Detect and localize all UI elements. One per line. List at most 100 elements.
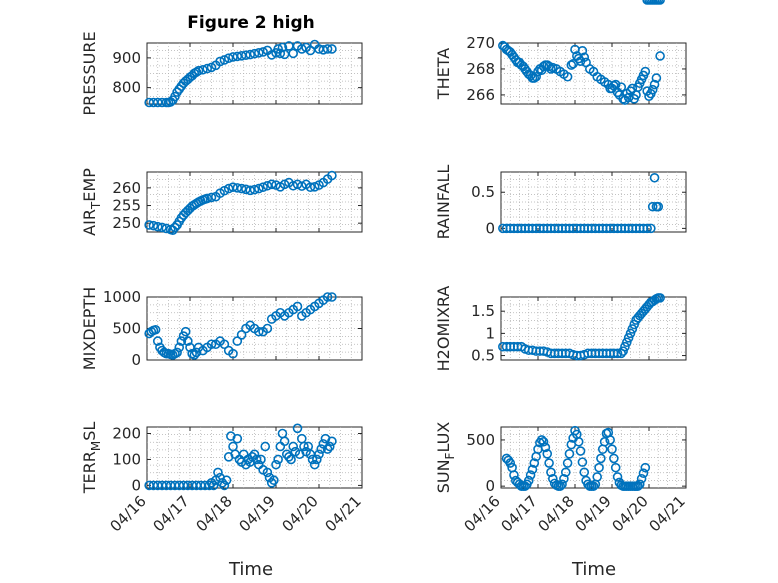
y-label-text: TERR [80,451,99,494]
series-h2omixra [498,293,665,361]
y-tick-label: 900 [112,49,141,67]
data-point [236,183,247,194]
data-point [157,222,167,233]
data-point [566,60,577,70]
y-axis-label-theta: THETA [434,48,453,100]
y-label-text: SUN [434,459,453,493]
data-point [618,346,628,356]
data-point [148,220,159,231]
y-axis-label-sun-flux: SUNFLUX [434,422,457,494]
y-axis-label-rainfall: RAINFALL [434,165,453,240]
data-point [642,223,652,234]
data-point [505,458,516,468]
data-point [279,179,290,190]
data-point [273,44,283,54]
data-point [627,324,638,334]
data-point [232,336,243,346]
data-point [260,441,271,452]
data-point [241,50,251,61]
data-point [279,436,290,447]
data-point [266,478,277,488]
data-point [144,220,154,230]
data-point [655,293,665,303]
data-point [640,66,651,77]
data-point [236,329,247,340]
data-point [228,182,238,192]
data-point [612,348,623,359]
series-rainfall [498,172,664,234]
data-point [305,182,316,192]
x-axis-label-left: Time [228,559,273,580]
data-point [292,301,303,312]
data-point [284,452,294,462]
y-tick-label: 260 [112,179,141,197]
data-point [251,454,262,465]
data-point [245,49,255,60]
data-point [655,51,665,61]
y-label-suffix: LUX [434,422,453,453]
y-tick-label: 0 [485,219,495,237]
series-theta [498,40,665,105]
data-point [655,0,665,5]
y-label-text: AIR [80,209,99,236]
data-point [189,350,200,360]
data-point [309,459,320,470]
data-point [273,454,283,465]
data-point [322,444,333,454]
data-point [594,462,604,473]
data-point [213,467,223,478]
data-point [253,326,264,337]
data-point [609,453,619,464]
y-label-text: MIXDEPTH [80,287,99,370]
data-point [612,472,623,482]
series-mixdepth [144,292,337,360]
y-tick-label: 0.5 [471,347,495,365]
data-point [327,170,337,181]
data-point [649,172,660,183]
data-point [271,459,281,470]
data-point [625,328,636,339]
data-point [262,323,273,334]
data-point [258,182,268,192]
data-point [176,336,187,346]
y-tick-label: 0.5 [471,183,495,201]
data-point [204,480,215,491]
series-terr-msl [144,423,337,491]
data-point [307,454,318,465]
y-tick-label: 255 [112,197,141,215]
data-point [152,221,163,232]
y-tick-label: 250 [112,214,141,232]
y-tick-label: 266 [466,86,495,104]
data-point [253,48,264,58]
y-axis-label-h2omixra: H2OMIXRA [434,286,453,372]
y-tick-label: 800 [112,79,141,97]
y-axis-label-air-temp: AIRTEMP [80,168,103,236]
x-axis-label-right: Time [571,559,616,580]
y-label-subscript: F [443,452,457,459]
y-tick-label: 0 [131,476,141,494]
data-point [327,292,337,302]
data-point [546,467,556,478]
data-point [322,292,333,302]
data-point [170,91,180,102]
y-label-suffix: SL [80,422,99,441]
data-point [249,48,260,59]
data-point [605,435,615,445]
data-point [592,472,603,482]
data-point [309,182,320,192]
figure-title: Figure 2 high [187,13,315,33]
data-point [183,336,193,346]
data-point [327,44,337,54]
y-tick-label: 500 [112,320,141,338]
data-point [557,479,567,490]
y-tick-label: 1000 [103,288,141,306]
data-point [152,336,163,346]
data-point [542,449,553,459]
data-point [193,65,204,76]
data-point [219,339,230,350]
data-point [292,423,303,434]
data-point [575,446,586,456]
y-label-text: THETA [434,48,453,100]
data-point [198,64,208,75]
